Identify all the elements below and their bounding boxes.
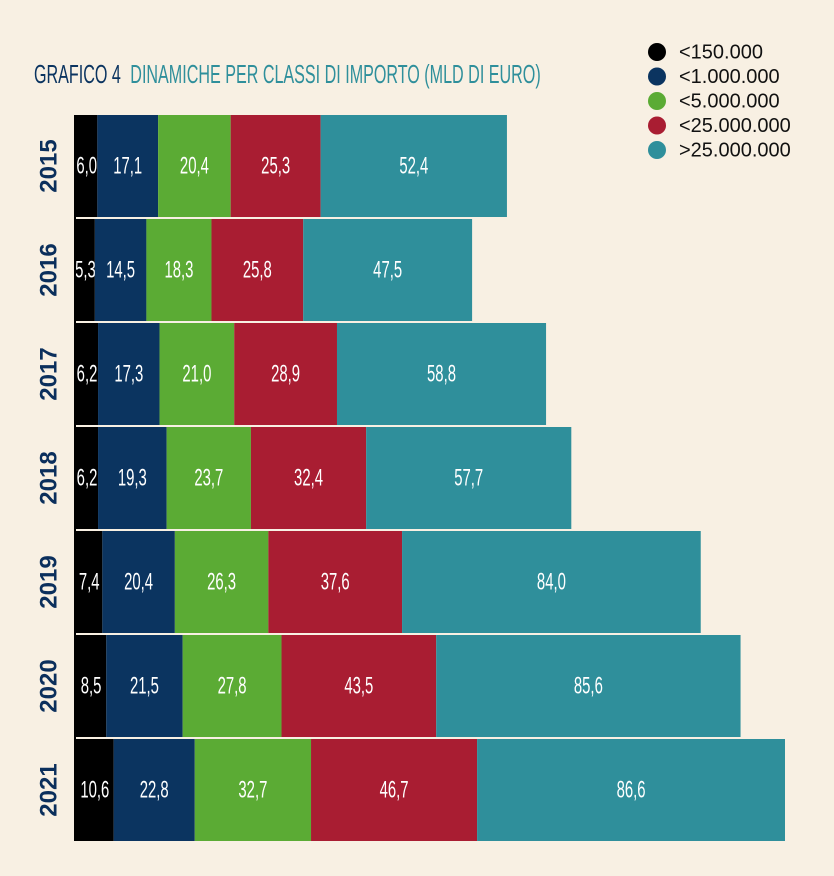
data-label: 84,0 — [537, 569, 566, 595]
bar-segment — [76, 739, 114, 841]
bar-segment — [211, 219, 304, 321]
data-label: 32,4 — [294, 465, 323, 491]
legend-label: >25.000.000 — [679, 139, 791, 161]
data-label: 19,3 — [118, 465, 147, 491]
data-label: 6,0 — [76, 153, 97, 179]
y-tick-label: 2020 — [35, 659, 62, 712]
data-label: 46,7 — [380, 777, 409, 803]
data-label: 20,4 — [124, 569, 153, 595]
bar-segment — [113, 739, 195, 841]
bar-segment — [98, 427, 167, 529]
legend-swatch — [648, 67, 666, 86]
bar-segment — [234, 323, 337, 425]
data-label: 6,2 — [77, 465, 98, 491]
data-label: 52,4 — [399, 153, 428, 179]
bar-segment — [303, 219, 473, 321]
data-label: 28,9 — [271, 361, 300, 387]
bar-segment — [366, 427, 572, 529]
data-label: 21,0 — [182, 361, 211, 387]
data-label: 20,4 — [180, 153, 209, 179]
legend-label: <25.000.000 — [679, 115, 791, 137]
data-label: 27,8 — [218, 673, 247, 699]
bar-segment — [159, 323, 235, 425]
data-label: 85,6 — [574, 673, 603, 699]
bar-segment — [281, 635, 437, 737]
legend-swatch — [648, 92, 666, 110]
data-label: 58,8 — [427, 361, 456, 387]
data-label: 7,4 — [79, 569, 100, 595]
data-label: 26,3 — [207, 569, 236, 595]
data-label: 10,6 — [80, 777, 109, 803]
bar-segment — [76, 427, 99, 529]
bar-segment — [76, 219, 95, 321]
bar-segment — [250, 427, 367, 529]
data-label: 21,5 — [130, 673, 159, 699]
subtitle: DINAMICHE PER CLASSI DI IMPORTO (MLD DI … — [130, 59, 540, 89]
bar-segment — [436, 635, 741, 737]
y-tick-label: 2021 — [35, 763, 62, 816]
y-tick-label: 2016 — [35, 243, 62, 296]
bar-segment — [76, 531, 103, 633]
bar-segment — [320, 115, 507, 217]
bar-segment — [477, 739, 785, 841]
bar-segment — [402, 531, 701, 633]
bar-segment — [76, 323, 99, 425]
data-label: 37,6 — [321, 569, 350, 595]
data-label: 43,5 — [344, 673, 373, 699]
data-label: 32,7 — [238, 777, 267, 803]
data-label: 25,8 — [243, 257, 272, 283]
data-label: 25,3 — [261, 153, 290, 179]
data-label: 14,5 — [106, 257, 135, 283]
bar-segment — [97, 115, 159, 217]
data-label: 57,7 — [454, 465, 483, 491]
bar-segment — [98, 323, 160, 425]
data-label: 18,3 — [164, 257, 193, 283]
bar-segment — [166, 427, 251, 529]
title: GRAFICO 4 — [34, 59, 121, 89]
chart-title: GRAFICO 4 DINAMICHE PER CLASSI DI IMPORT… — [34, 59, 541, 89]
data-label: 23,7 — [194, 465, 223, 491]
legend-swatch — [648, 43, 666, 61]
legend-swatch — [648, 116, 666, 135]
bar-segment — [76, 635, 107, 737]
y-tick-label: 2015 — [35, 139, 62, 192]
bar-segment — [336, 323, 547, 425]
data-label: 17,1 — [113, 153, 142, 179]
legend-swatch — [648, 141, 666, 159]
bar-segment — [268, 531, 403, 633]
bar-segment — [230, 115, 321, 217]
bar-segment — [106, 635, 183, 737]
bar-segment — [158, 115, 231, 217]
bar-segment — [76, 115, 98, 217]
data-label: 22,8 — [140, 777, 169, 803]
legend-label: <5.000.000 — [679, 90, 780, 112]
legend-label: <1.000.000 — [679, 66, 780, 88]
bar-segment — [146, 219, 212, 321]
y-tick-label: 2019 — [35, 555, 62, 608]
data-label: 17,3 — [114, 361, 143, 387]
y-tick-label: 2017 — [35, 347, 62, 400]
data-label: 86,6 — [617, 777, 646, 803]
data-label: 6,2 — [77, 361, 98, 387]
bar-segment — [102, 531, 175, 633]
data-label: 8,5 — [81, 673, 102, 699]
legend-label: <150.000 — [679, 41, 763, 63]
y-tick-label: 2018 — [35, 451, 62, 504]
bar-segment — [311, 739, 478, 841]
data-label: 47,5 — [373, 257, 402, 283]
bar-segment — [194, 739, 312, 841]
bar-segment — [174, 531, 269, 633]
data-label: 5,3 — [75, 257, 96, 283]
bar-segment — [94, 219, 147, 321]
bar-segment — [182, 635, 282, 737]
